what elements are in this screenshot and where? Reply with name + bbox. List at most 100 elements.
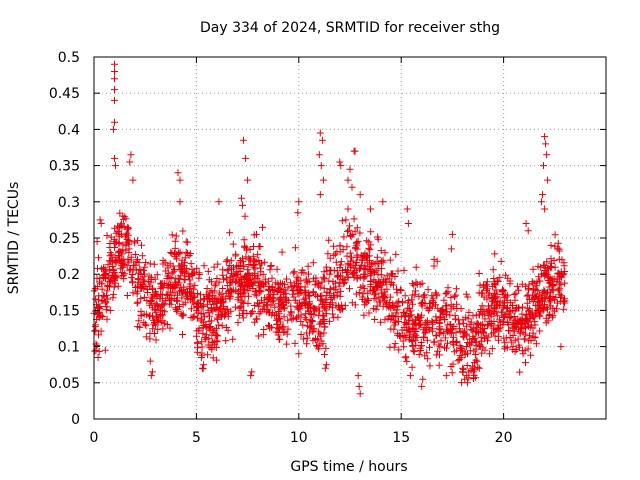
data-point	[441, 344, 448, 352]
data-point	[195, 325, 203, 333]
data-point	[375, 278, 383, 286]
data-point	[534, 262, 542, 270]
data-point	[544, 273, 552, 281]
data-point	[356, 229, 364, 237]
data-point	[452, 285, 460, 293]
data-point	[515, 304, 523, 312]
data-point	[336, 158, 344, 166]
data-point	[153, 271, 161, 279]
data-point	[159, 311, 167, 319]
data-point	[352, 259, 360, 267]
data-point	[350, 264, 358, 272]
data-point	[238, 194, 245, 202]
data-point	[325, 317, 333, 325]
data-point	[549, 312, 557, 320]
data-point	[462, 343, 470, 350]
data-point	[374, 270, 382, 278]
data-point	[250, 302, 258, 309]
data-point	[412, 263, 420, 271]
data-point	[297, 283, 305, 291]
data-point	[509, 302, 516, 309]
data-point	[346, 285, 353, 293]
y-tick-label: 0.1	[58, 340, 80, 356]
data-point	[217, 304, 225, 312]
data-point	[423, 336, 431, 344]
data-point	[378, 293, 386, 301]
data-point	[305, 270, 312, 278]
data-point	[416, 321, 424, 329]
data-point	[372, 284, 380, 292]
data-point	[401, 292, 409, 300]
y-tick-label: 0.35	[49, 159, 80, 175]
data-point	[261, 258, 269, 266]
data-point	[365, 244, 373, 252]
data-point	[210, 305, 218, 313]
data-point	[451, 315, 459, 323]
data-point	[481, 335, 489, 343]
data-point	[337, 287, 345, 295]
data-point	[267, 262, 275, 269]
data-point	[316, 129, 324, 137]
data-point	[111, 272, 119, 280]
data-point	[493, 298, 501, 306]
data-point	[386, 293, 394, 301]
data-point	[197, 303, 205, 311]
data-point	[305, 301, 313, 308]
data-point	[427, 299, 435, 307]
data-point	[297, 331, 305, 338]
data-point	[98, 297, 106, 305]
data-point	[237, 302, 245, 310]
data-point	[327, 295, 335, 303]
data-point	[501, 343, 509, 351]
data-point	[246, 280, 253, 288]
data-point	[432, 289, 440, 297]
data-point	[281, 280, 288, 288]
y-tick-label: 0.25	[49, 231, 80, 247]
data-point	[146, 301, 154, 309]
data-point	[182, 292, 190, 300]
data-point	[114, 282, 122, 290]
data-point	[497, 257, 505, 265]
data-point	[411, 319, 419, 327]
data-point	[121, 213, 129, 221]
data-point	[555, 247, 563, 255]
data-point	[499, 321, 507, 329]
data-point	[206, 288, 214, 296]
data-point	[453, 300, 461, 308]
data-point	[258, 296, 265, 304]
data-point	[370, 305, 378, 313]
data-point	[459, 347, 467, 355]
data-point	[314, 343, 322, 351]
data-point	[253, 274, 261, 282]
data-point	[234, 287, 242, 295]
data-point	[190, 290, 198, 298]
data-point	[125, 258, 133, 266]
data-point	[504, 303, 512, 311]
data-point	[329, 310, 337, 318]
data-point	[256, 261, 264, 269]
data-point	[531, 333, 539, 341]
data-point	[451, 292, 458, 300]
data-point	[212, 280, 220, 288]
data-point	[506, 277, 514, 285]
data-point	[338, 217, 346, 225]
data-point	[321, 364, 329, 372]
data-point	[452, 291, 460, 299]
data-point	[522, 359, 529, 367]
data-point	[210, 263, 218, 271]
data-point	[367, 228, 375, 236]
data-point	[278, 323, 286, 331]
data-point	[536, 299, 544, 307]
data-point	[561, 299, 568, 307]
data-point	[284, 284, 292, 292]
data-point	[222, 289, 230, 297]
data-point	[527, 337, 535, 345]
data-point	[469, 333, 477, 341]
data-point	[303, 304, 311, 312]
data-point	[510, 291, 518, 298]
data-point	[530, 291, 538, 299]
data-point	[197, 354, 205, 361]
data-point	[355, 289, 363, 296]
data-point	[134, 287, 142, 295]
data-point	[145, 272, 153, 280]
